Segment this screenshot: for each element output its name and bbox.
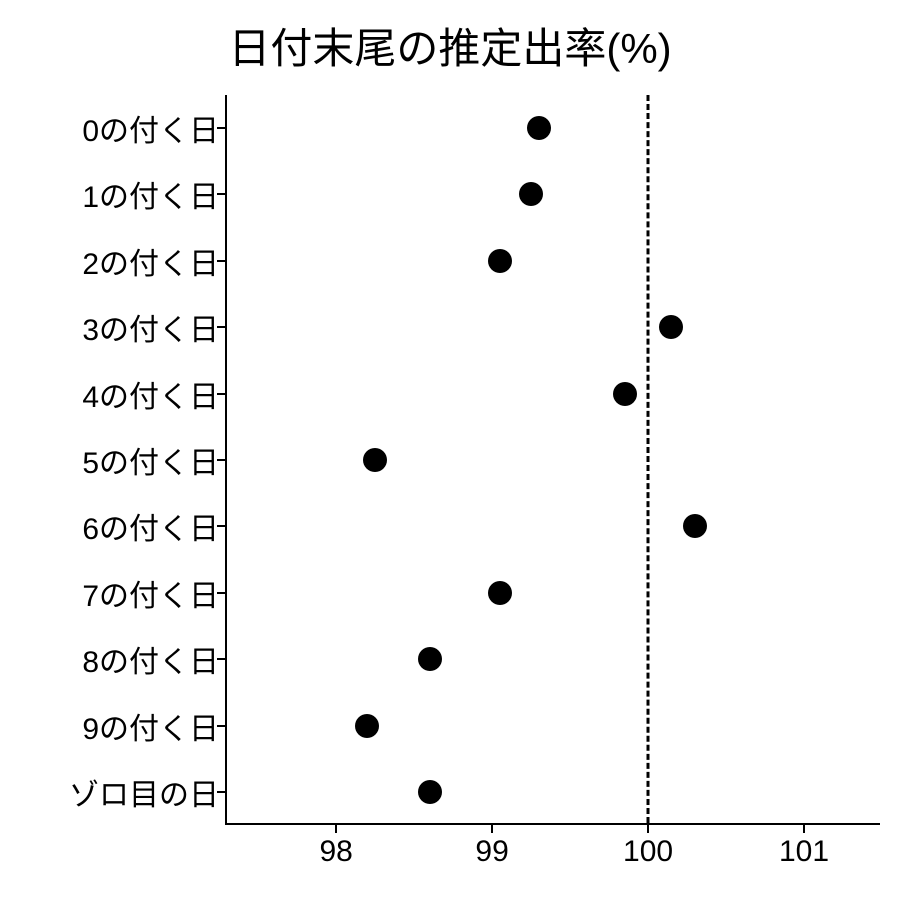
data-point [488, 249, 512, 273]
reference-line [647, 95, 650, 823]
y-tick-label: 1の付く日 [82, 172, 227, 216]
data-point [418, 647, 442, 671]
x-tick-label: 101 [779, 823, 829, 869]
x-tick-label: 99 [475, 823, 508, 869]
x-tick-label: 100 [623, 823, 673, 869]
y-tick-label: 3の付く日 [82, 305, 227, 349]
y-tick-label: 5の付く日 [82, 438, 227, 482]
data-point [527, 116, 551, 140]
y-tick-label: 8の付く日 [82, 637, 227, 681]
data-point [488, 581, 512, 605]
y-tick-label: 2の付く日 [82, 239, 227, 283]
plot-area: 0の付く日1の付く日2の付く日3の付く日4の付く日5の付く日6の付く日7の付く日… [225, 95, 880, 825]
chart-title: 日付末尾の推定出率(%) [228, 15, 671, 76]
y-tick-label: 6の付く日 [82, 504, 227, 548]
data-point [418, 780, 442, 804]
y-tick-label: 0の付く日 [82, 106, 227, 150]
data-point [519, 182, 543, 206]
data-point [613, 382, 637, 406]
y-tick-label: 7の付く日 [82, 571, 227, 615]
x-tick-label: 98 [319, 823, 352, 869]
y-tick-label: 9の付く日 [82, 704, 227, 748]
data-point [659, 315, 683, 339]
y-tick-label: 4の付く日 [82, 372, 227, 416]
data-point [683, 514, 707, 538]
data-point [363, 448, 387, 472]
data-point [355, 714, 379, 738]
y-tick-label: ゾロ目の日 [69, 770, 227, 814]
